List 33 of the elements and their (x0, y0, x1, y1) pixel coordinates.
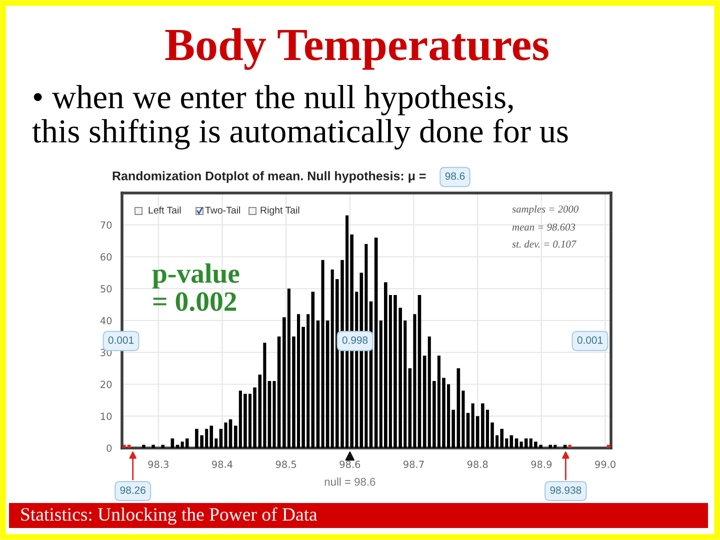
chart-title: Body Temperatures (165, 28, 548, 70)
y-tick-label: 10 (100, 412, 112, 420)
annotation: 98.938 (550, 486, 582, 494)
x-tick-label: 98.9 (531, 460, 552, 468)
text: Randomization Dotplot of mean. Null hypothesis: μ = (112, 171, 426, 183)
x-tick-label: 99.0 (595, 460, 616, 468)
annotation: null = 98.6 (324, 478, 376, 486)
y-tick-label: 50 (100, 285, 112, 292)
y-tick-label: 70 (100, 221, 112, 229)
annotation: 0.001 (108, 336, 134, 344)
annotation: samples = 2000 (512, 205, 579, 215)
annotation: Two-Tail (205, 206, 240, 214)
x-tick-label: 98.4 (212, 460, 233, 468)
annotation: mean = 98.603 (512, 224, 576, 231)
annotation: st. dev. = 0.107 (512, 240, 576, 248)
x-tick-label: 98.5 (276, 460, 296, 468)
x-tick-label: 98.3 (148, 460, 168, 468)
annotation: 0.998 (342, 336, 368, 344)
x-tick-label: 98.6 (340, 460, 360, 468)
annotation: 98.26 (120, 486, 146, 494)
x-tick-label: 98.7 (404, 460, 424, 468)
y-tick-label: 0 (106, 444, 112, 452)
annotation: 0.001 (577, 336, 603, 344)
x-tick-label: 98.8 (467, 460, 488, 468)
y-tick-label: 60 (100, 253, 112, 261)
chart-subtitle: • when we enter the null hypothesis, this shifting is automatically done for us (32, 85, 568, 150)
annotation: p-value = 0.002 (152, 263, 240, 312)
y-tick-label: 40 (100, 316, 112, 324)
annotation: Left Tail (148, 206, 181, 214)
y-tick-label: 20 (100, 380, 112, 388)
text: 98.6 (445, 172, 465, 180)
annotation: Right Tail (260, 206, 300, 216)
text: Statistics: Unlocking the Power of Data (21, 507, 318, 525)
